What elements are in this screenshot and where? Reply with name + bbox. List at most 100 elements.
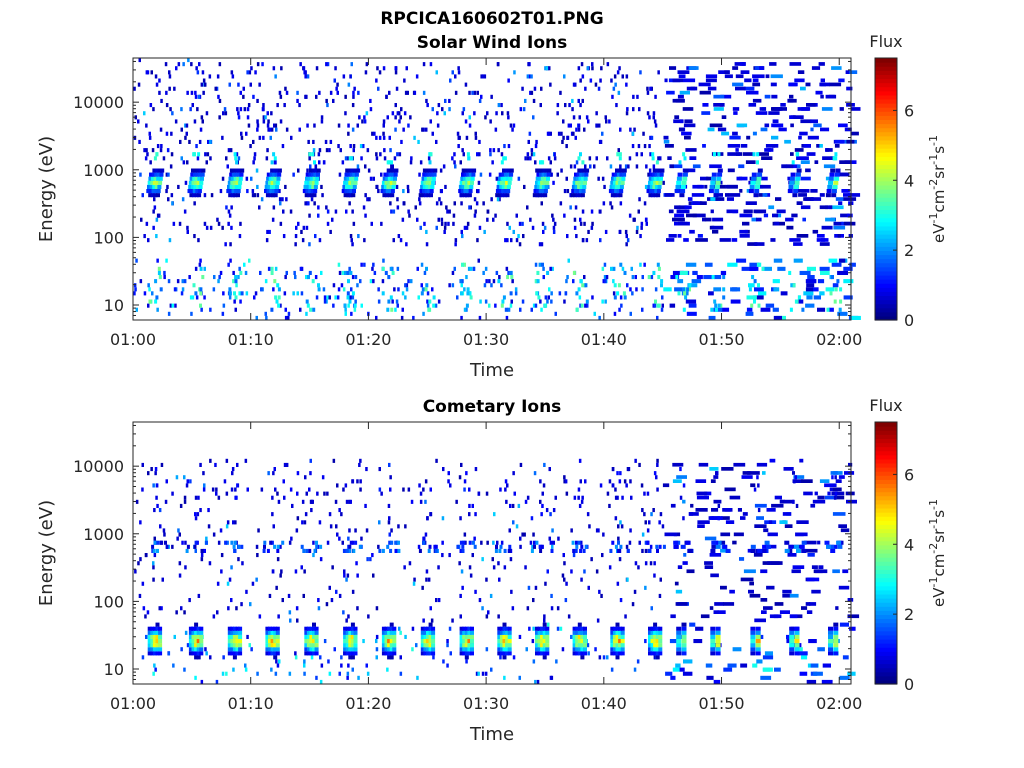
flux-cell	[304, 634, 309, 639]
flux-cell	[312, 647, 316, 652]
flux-cell	[505, 647, 510, 652]
flux-cell	[725, 520, 735, 524]
flux-cell	[225, 491, 229, 496]
flux-cell	[371, 266, 374, 271]
flux-cell	[279, 119, 283, 124]
flux-cell	[265, 180, 270, 185]
flux-cell	[518, 634, 522, 639]
flux-cell	[148, 135, 152, 140]
flux-cell	[577, 180, 582, 185]
flux-cell	[713, 94, 725, 99]
flux-cell	[194, 193, 199, 198]
flux-cell	[200, 115, 204, 120]
flux-cell	[314, 647, 319, 652]
flux-cell	[601, 176, 605, 181]
flux-cell	[460, 291, 463, 296]
flux-cell	[309, 647, 314, 652]
flux-cell	[458, 475, 462, 480]
flux-cell	[545, 647, 550, 652]
flux-cell	[524, 98, 527, 103]
flux-cell	[714, 184, 720, 189]
colorbar-segment	[875, 254, 897, 260]
flux-cell	[196, 512, 200, 517]
flux-cell	[829, 82, 842, 87]
flux-cell	[486, 209, 490, 214]
flux-cell	[317, 152, 321, 157]
flux-cell	[583, 639, 587, 644]
flux-cell	[496, 540, 499, 545]
flux-cell	[612, 634, 617, 639]
flux-cell	[230, 225, 233, 230]
flux-cell	[186, 643, 190, 648]
flux-cell	[575, 540, 578, 545]
flux-cell	[328, 295, 331, 300]
flux-cell	[160, 144, 163, 149]
flux-cell	[803, 144, 811, 148]
flux-cell	[715, 307, 718, 312]
flux-cell	[505, 630, 510, 635]
flux-cell	[577, 622, 582, 627]
flux-cell	[422, 311, 425, 316]
flux-cell	[828, 180, 833, 185]
flux-cell	[717, 503, 721, 508]
flux-cell	[240, 168, 245, 173]
colorbar-segment	[875, 262, 897, 268]
flux-cell	[188, 180, 193, 185]
flux-cell	[696, 491, 708, 496]
flux-cell	[835, 606, 839, 610]
flux-cell	[341, 540, 344, 545]
flux-cell	[579, 168, 584, 173]
flux-cell	[230, 639, 235, 644]
flux-cell	[492, 565, 496, 570]
flux-cell	[186, 225, 189, 230]
x-tick-label: 02:00	[816, 330, 862, 349]
flux-cell	[185, 548, 189, 553]
flux-cell	[503, 172, 508, 177]
flux-cell	[211, 487, 215, 492]
flux-cell	[165, 103, 169, 108]
flux-cell	[188, 630, 193, 635]
flux-cell	[619, 201, 623, 206]
flux-cell	[464, 643, 469, 648]
flux-cell	[353, 626, 358, 631]
flux-cell	[296, 618, 299, 623]
flux-cell	[392, 626, 397, 631]
flux-cell	[563, 475, 566, 480]
flux-cell	[325, 602, 329, 607]
flux-cell	[745, 311, 754, 316]
flux-cell	[390, 193, 395, 198]
flux-cell	[180, 107, 183, 112]
flux-cell	[541, 491, 544, 496]
flux-cell	[171, 201, 174, 206]
flux-cell	[169, 303, 173, 308]
colorbar-segment	[875, 553, 897, 558]
flux-cell	[157, 270, 161, 275]
flux-cell	[591, 295, 594, 300]
flux-cell	[273, 544, 277, 549]
flux-cell	[155, 217, 159, 222]
flux-cell	[684, 205, 692, 210]
flux-cell	[464, 651, 469, 656]
flux-cell	[238, 651, 243, 656]
flux-cell	[222, 303, 226, 308]
flux-cell	[615, 193, 620, 198]
flux-cell	[288, 610, 292, 615]
flux-cell	[563, 299, 566, 304]
flux-cell	[428, 307, 432, 312]
flux-cell	[338, 593, 342, 598]
flux-cell	[822, 663, 831, 668]
flux-cell	[534, 184, 539, 189]
flux-cell	[347, 303, 350, 308]
flux-cell	[273, 639, 278, 644]
flux-cell	[246, 189, 249, 194]
flux-cell	[620, 634, 625, 639]
flux-cell	[746, 189, 750, 193]
flux-cell	[746, 135, 751, 140]
flux-cell	[648, 643, 652, 648]
flux-cell	[199, 508, 202, 513]
flux-cell	[525, 647, 528, 652]
flux-cell	[575, 626, 580, 631]
flux-cell	[617, 540, 620, 545]
flux-cell	[707, 127, 715, 132]
flux-cell	[344, 111, 347, 116]
